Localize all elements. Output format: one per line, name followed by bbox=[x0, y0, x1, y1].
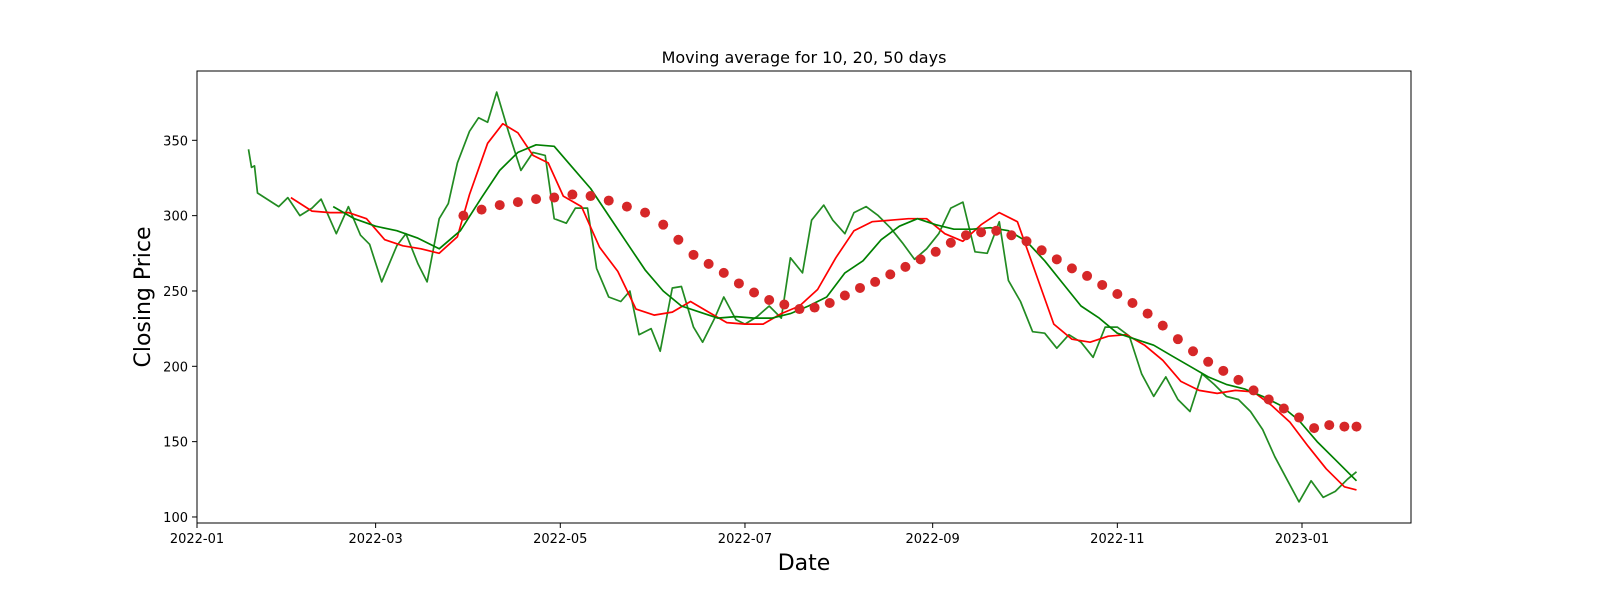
data-point-ma50 bbox=[476, 204, 487, 215]
chart-title: Moving average for 10, 20, 50 days bbox=[662, 48, 947, 67]
data-point-ma50 bbox=[809, 302, 820, 313]
data-point-ma50 bbox=[658, 219, 669, 230]
data-point-ma50 bbox=[1036, 245, 1047, 256]
data-point-ma50 bbox=[1203, 356, 1214, 367]
data-point-ma50 bbox=[1351, 421, 1362, 432]
data-point-ma50 bbox=[915, 254, 926, 265]
plot-area bbox=[247, 91, 1362, 503]
data-point-ma50 bbox=[1278, 403, 1289, 414]
data-point-ma50 bbox=[960, 230, 971, 241]
y-tick-label: 300 bbox=[163, 210, 188, 225]
plot-frame bbox=[196, 70, 1412, 524]
data-point-ma50 bbox=[1051, 254, 1062, 265]
data-point-ma50 bbox=[718, 267, 729, 278]
data-point-ma50 bbox=[458, 210, 469, 221]
x-tick-label: 2022-09 bbox=[906, 532, 960, 547]
data-point-ma50 bbox=[991, 225, 1002, 236]
data-point-ma50 bbox=[1324, 420, 1335, 431]
x-tick-label: 2022-11 bbox=[1090, 532, 1144, 547]
data-point-ma50 bbox=[870, 276, 881, 287]
data-point-ma50 bbox=[749, 287, 760, 298]
data-point-ma50 bbox=[603, 195, 614, 206]
data-point-ma50 bbox=[703, 258, 714, 269]
y-axis: 100 150 200 250 300 350 bbox=[163, 134, 197, 526]
data-point-ma50 bbox=[1097, 279, 1108, 290]
data-point-ma50 bbox=[1157, 320, 1168, 331]
data-point-ma50 bbox=[733, 278, 744, 289]
data-point-ma50 bbox=[839, 290, 850, 301]
data-point-ma50 bbox=[673, 234, 684, 245]
x-axis-label: Date bbox=[778, 551, 831, 576]
data-point-ma50 bbox=[621, 201, 632, 212]
data-point-ma50 bbox=[688, 249, 699, 260]
data-point-ma50 bbox=[585, 191, 596, 202]
data-point-ma50 bbox=[549, 192, 560, 203]
data-point-ma50 bbox=[930, 246, 941, 257]
data-point-ma50 bbox=[1339, 421, 1350, 432]
data-point-ma50 bbox=[855, 282, 866, 293]
data-point-ma50 bbox=[1021, 236, 1032, 247]
data-point-ma50 bbox=[1006, 230, 1017, 241]
y-tick-label: 150 bbox=[163, 436, 188, 451]
data-point-ma50 bbox=[640, 207, 651, 218]
data-point-ma50 bbox=[945, 237, 956, 248]
data-point-ma50 bbox=[1293, 412, 1304, 423]
data-point-ma50 bbox=[1066, 263, 1077, 274]
data-point-ma50 bbox=[1127, 298, 1138, 309]
data-point-ma50 bbox=[794, 304, 805, 315]
data-point-ma50 bbox=[1263, 394, 1274, 405]
data-point-ma50 bbox=[1172, 334, 1183, 345]
data-point-ma50 bbox=[1188, 346, 1199, 357]
x-tick-label: 2023-01 bbox=[1275, 532, 1329, 547]
y-tick-label: 100 bbox=[163, 511, 188, 526]
y-tick-label: 200 bbox=[163, 360, 188, 375]
x-tick-label: 2022-01 bbox=[170, 532, 224, 547]
data-point-ma50 bbox=[512, 197, 523, 208]
x-axis: 2022-01 2022-03 2022-05 2022-07 2022-09 2022-… bbox=[170, 523, 1329, 547]
data-point-ma50 bbox=[824, 298, 835, 309]
data-point-ma50 bbox=[976, 227, 987, 238]
data-point-ma50 bbox=[900, 261, 911, 272]
y-axis-label: Closing Price bbox=[131, 226, 156, 367]
data-point-ma50 bbox=[567, 189, 578, 200]
data-point-ma50 bbox=[885, 269, 896, 280]
data-point-ma50 bbox=[1309, 423, 1320, 434]
x-tick-label: 2022-03 bbox=[348, 532, 402, 547]
data-point-ma50 bbox=[1218, 365, 1229, 376]
data-point-ma50 bbox=[779, 299, 790, 310]
data-point-ma50 bbox=[1082, 270, 1093, 281]
y-tick-label: 250 bbox=[163, 285, 188, 300]
x-tick-label: 2022-07 bbox=[718, 532, 772, 547]
x-tick-label: 2022-05 bbox=[533, 532, 587, 547]
data-point-ma50 bbox=[494, 200, 505, 211]
data-point-ma50 bbox=[531, 194, 542, 205]
data-point-ma50 bbox=[1233, 374, 1244, 385]
data-point-ma50 bbox=[764, 295, 775, 306]
series-line-close bbox=[247, 91, 1358, 503]
data-point-ma50 bbox=[1142, 308, 1153, 319]
series-ma50 bbox=[458, 189, 1362, 434]
data-point-ma50 bbox=[1248, 385, 1259, 396]
series-line-ma10 bbox=[290, 122, 1357, 491]
data-point-ma50 bbox=[1112, 288, 1123, 299]
series-line-ma20 bbox=[332, 143, 1358, 482]
y-tick-label: 350 bbox=[163, 134, 188, 149]
